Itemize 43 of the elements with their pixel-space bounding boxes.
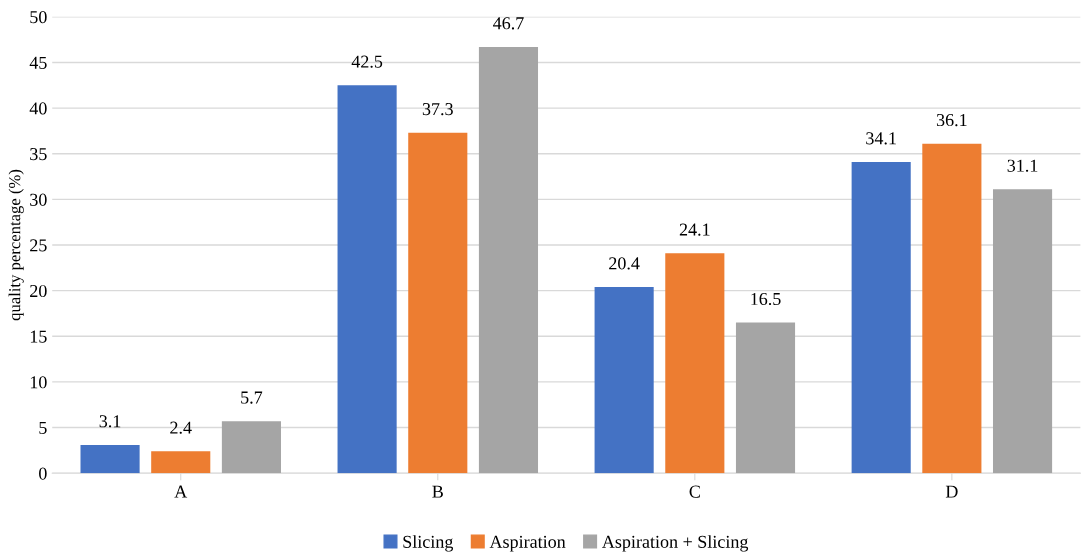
x-tick-label: C (689, 485, 700, 498)
bar (665, 253, 725, 474)
data-label: 31.1 (1007, 159, 1038, 172)
y-axis-title: quality percentage (%) (8, 169, 24, 321)
y-tick-label: 15 (30, 330, 47, 343)
data-label: 5.7 (241, 391, 263, 404)
data-label: 3.1 (99, 415, 121, 428)
bar (992, 189, 1053, 474)
y-tick-label: 35 (30, 148, 47, 161)
bar (151, 451, 211, 474)
data-label: 34.1 (866, 132, 896, 145)
bar (735, 322, 796, 474)
x-tick-label: A (174, 485, 188, 498)
data-label: 37.3 (422, 103, 453, 116)
y-tick-label: 45 (29, 56, 47, 69)
bar (408, 132, 468, 474)
y-tick-label: 10 (30, 376, 47, 389)
legend-label: Aspiration (489, 535, 566, 552)
bar (594, 286, 654, 474)
x-tick-label: D (945, 485, 958, 498)
bar (221, 421, 281, 474)
legend-label: Aspiration + Slicing (602, 535, 749, 552)
bar (851, 161, 911, 474)
data-label: 16.5 (751, 292, 781, 306)
bar (80, 444, 140, 474)
bar (337, 85, 397, 474)
y-tick-label: 25 (30, 239, 47, 252)
y-tick-label: 40 (29, 102, 47, 115)
data-label: 42.5 (351, 55, 383, 68)
y-tick-label: 30 (30, 193, 47, 206)
y-tick-label: 0 (39, 467, 47, 480)
data-label: 20.4 (609, 257, 640, 270)
bar (478, 46, 539, 474)
y-tick-label: 20 (30, 284, 47, 298)
data-label: 2.4 (170, 421, 192, 434)
x-tick-label: B (432, 485, 443, 498)
bar (922, 143, 982, 474)
data-label: 36.1 (936, 113, 967, 127)
y-tick-label: 5 (39, 422, 47, 434)
legend-label: Slicing (403, 535, 454, 552)
y-tick-label: 50 (30, 11, 47, 24)
data-label: 24.1 (679, 223, 710, 236)
data-label: 46.7 (493, 17, 524, 30)
